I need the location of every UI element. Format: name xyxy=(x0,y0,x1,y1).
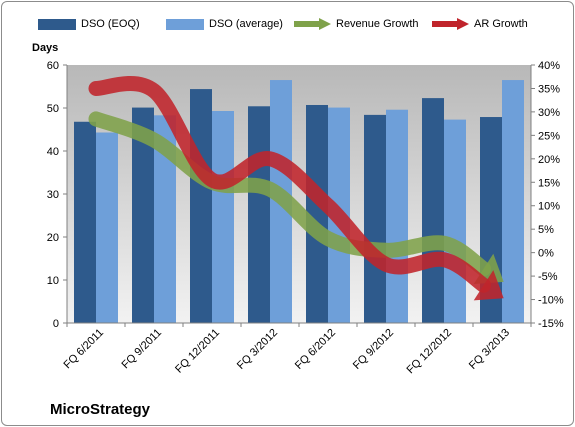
y-tick-label-2: 20 xyxy=(47,232,59,244)
bar-dso-average-0 xyxy=(96,132,118,323)
y2-tick-label-4: 5% xyxy=(538,224,554,236)
legend-label-dso-average: DSO (average) xyxy=(209,18,283,31)
legend-item-dso-average: DSO (average) xyxy=(166,18,283,30)
line-revenue-growth xyxy=(88,111,492,277)
y2-tick-label-1: -10% xyxy=(538,295,564,307)
x-tick-label-7: FQ 3/2013 xyxy=(467,327,512,372)
x-tick-label-6: FQ 12/2012 xyxy=(405,327,455,377)
bar-dso-eoq-0 xyxy=(74,121,96,323)
bar-dso-average-2 xyxy=(212,111,234,323)
legend-swatch-dso-eoq xyxy=(38,18,76,30)
y-tick-label-6: 60 xyxy=(47,60,59,72)
bar-dso-eoq-6 xyxy=(422,98,444,323)
bar-dso-eoq-2 xyxy=(190,89,212,323)
y-tick-label-0: 0 xyxy=(53,318,59,330)
y2-tick-label-11: 40% xyxy=(538,60,560,72)
legend-label-dso-eoq: DSO (EOQ) xyxy=(81,18,140,31)
y2-tick-label-9: 30% xyxy=(538,107,560,119)
line-ar-growth xyxy=(88,76,492,293)
x-tick-label-3: FQ 3/2012 xyxy=(235,327,280,372)
y2-tick-label-0: -15% xyxy=(538,318,564,330)
legend-item-revenue-growth: Revenue Growth xyxy=(293,18,419,31)
y-tick-label-5: 50 xyxy=(47,103,59,115)
y2-tick-label-3: 0% xyxy=(538,248,554,260)
y2-tick-label-5: 10% xyxy=(538,201,560,213)
brand-label: MicroStrategy xyxy=(50,401,151,418)
y-tick-label-3: 30 xyxy=(47,189,59,201)
bar-dso-eoq-5 xyxy=(364,114,386,323)
y-axis-title: Days xyxy=(32,42,59,54)
legend-item-ar-growth: AR Growth xyxy=(431,18,528,31)
y-tick-label-1: 10 xyxy=(47,275,59,287)
legend-arrow-ar-growth xyxy=(432,18,469,31)
legend-arrow-revenue-growth xyxy=(294,18,331,31)
bar-dso-eoq-3 xyxy=(248,106,270,323)
x-tick-label-0: FQ 6/2011 xyxy=(61,327,106,372)
legend-label-revenue-growth: Revenue Growth xyxy=(336,18,419,31)
bar-dso-average-1 xyxy=(154,115,176,323)
y2-tick-label-10: 35% xyxy=(538,83,560,95)
bar-dso-eoq-1 xyxy=(132,107,154,323)
bar-dso-average-6 xyxy=(444,119,466,323)
x-tick-label-1: FQ 9/2011 xyxy=(119,327,164,372)
x-tick-label-2: FQ 12/2011 xyxy=(173,327,222,376)
y2-tick-label-7: 20% xyxy=(538,154,560,166)
y2-tick-label-2: -5% xyxy=(538,271,558,283)
y-tick-label-4: 40 xyxy=(47,146,59,158)
bar-dso-average-5 xyxy=(386,109,408,323)
legend-label-ar-growth: AR Growth xyxy=(474,18,528,31)
bar-dso-eoq-4 xyxy=(306,104,328,324)
x-tick-label-5: FQ 9/2012 xyxy=(351,327,396,372)
legend-swatch-dso-average xyxy=(166,18,204,30)
arrowhead-ar-growth xyxy=(473,270,504,301)
legend-item-dso-eoq: DSO (EOQ) xyxy=(38,18,140,30)
y2-tick-label-8: 25% xyxy=(538,130,560,142)
bar-dso-average-7 xyxy=(502,80,524,323)
y2-tick-label-6: 15% xyxy=(538,177,560,189)
x-tick-label-4: FQ 6/2012 xyxy=(293,327,338,372)
